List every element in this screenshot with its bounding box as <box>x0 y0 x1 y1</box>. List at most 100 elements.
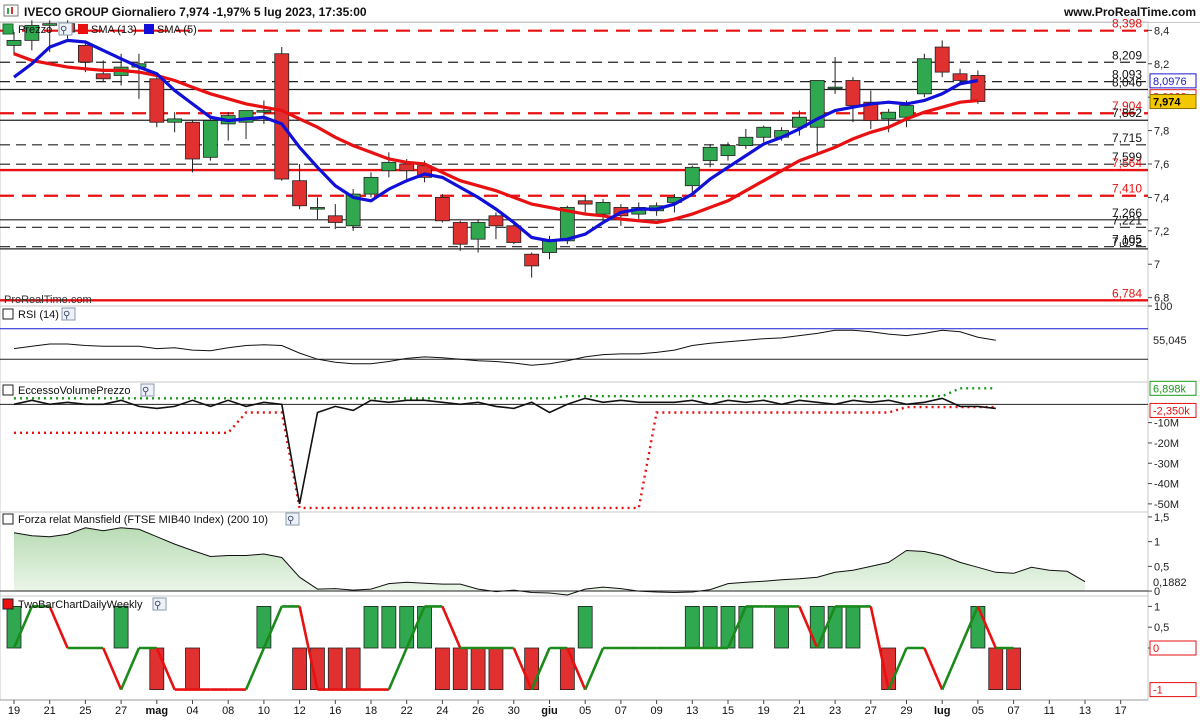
wrench-icon[interactable]: ⚲ <box>61 307 76 321</box>
twobar-line-seg <box>941 647 962 691</box>
candle <box>363 176 379 195</box>
price-tick-label: 8,4 <box>1154 25 1169 37</box>
header-website[interactable]: www.ProRealTime.com <box>1063 5 1196 19</box>
twobar-line-seg <box>512 647 533 691</box>
twobar-line-seg <box>816 605 837 649</box>
evp-tag-2: -2,350k <box>1153 405 1190 417</box>
candle <box>310 207 325 210</box>
x-tick-label: 07 <box>1007 705 1019 717</box>
evp-tag-0-box <box>1149 380 1197 396</box>
candle <box>185 121 200 160</box>
twobar-line-seg <box>155 647 176 691</box>
candle <box>845 80 861 106</box>
twobar-bar <box>113 606 129 649</box>
candle <box>934 46 950 73</box>
candle <box>345 193 361 227</box>
twobar-bar <box>1006 647 1021 690</box>
twobar-line-seg <box>12 605 34 649</box>
candle <box>470 222 486 240</box>
twobar-line-seg <box>976 605 997 649</box>
twobar-line-seg <box>584 647 605 691</box>
candle <box>274 53 290 180</box>
price-tag-0-box <box>1149 73 1197 89</box>
candle <box>702 146 718 162</box>
twobar-bar <box>702 606 718 649</box>
evp-lower-dotted <box>14 405 996 510</box>
svg-text:⚲: ⚲ <box>142 386 149 397</box>
price-tag-2-box <box>1149 94 1197 110</box>
svg-text:⚲: ⚲ <box>287 515 294 526</box>
candle <box>202 120 218 158</box>
twobar-legend: TwoBarChartDailyWeekly ⚲ <box>2 597 167 611</box>
wrench-icon[interactable]: ⚲ <box>140 383 155 397</box>
twobar-line-seg <box>726 605 748 649</box>
x-tick-label: 11 <box>1044 705 1055 717</box>
twobar-bar <box>827 606 843 649</box>
mansfield-tick-label: 1,5 <box>1154 512 1169 524</box>
wrench-icon[interactable]: ⚲ <box>285 512 300 526</box>
price-tick-label: 7,4 <box>1154 192 1169 204</box>
sma13-line <box>13 52 979 225</box>
twobar-bar <box>845 606 861 649</box>
twobar-tag-1-box <box>1149 682 1197 698</box>
x-tick-label: 04 <box>186 705 198 717</box>
level-label: 7,564 <box>1112 156 1142 170</box>
legend-rsi: RSI (14) <box>18 309 59 321</box>
sma13-legend-swatch <box>78 24 88 34</box>
level-label: 7,092 <box>1112 235 1142 249</box>
wrench-icon[interactable]: ⚲ <box>58 22 73 36</box>
price-tick-label: 7,2 <box>1154 226 1169 238</box>
candle <box>238 110 254 123</box>
twobar-bar <box>577 606 593 649</box>
evp-tick-label: -30M <box>1154 458 1179 470</box>
x-tick-label: 15 <box>722 705 734 717</box>
twobar-tick-label: 1 <box>1154 601 1160 613</box>
twobar-line-seg <box>530 647 551 691</box>
evp-line <box>13 397 996 505</box>
evp-tick-label: -10M <box>1154 418 1179 430</box>
twobar-line-seg <box>48 605 69 649</box>
level-label: 7,904 <box>1112 99 1142 113</box>
twobar-bar <box>345 647 361 690</box>
twobar-tick-label: 0,5 <box>1154 622 1169 634</box>
rsi-tick-label: 100 <box>1154 301 1172 313</box>
svg-text:⚲: ⚲ <box>60 25 67 36</box>
x-tick-label: 30 <box>508 705 520 717</box>
wrench-icon[interactable]: ⚲ <box>152 597 167 611</box>
twobar-line-seg <box>387 647 408 691</box>
svg-text:⚲: ⚲ <box>63 310 70 321</box>
candle <box>292 180 308 207</box>
twobar-bar <box>559 647 575 690</box>
logo-bar-green <box>7 8 9 14</box>
twobar-line-seg <box>244 647 266 691</box>
candle <box>559 207 575 242</box>
candle <box>916 58 932 95</box>
twobar-bar <box>809 606 825 649</box>
twobar-line-seg <box>958 605 980 649</box>
twobar-line-seg <box>798 605 819 649</box>
watermark: ProRealTime.com <box>4 294 92 306</box>
sma5-line <box>13 38 979 243</box>
candle <box>434 197 450 222</box>
mansfield-tick-label: 0 <box>1154 586 1160 598</box>
candle <box>42 23 58 26</box>
twobar-bar <box>185 647 200 690</box>
price-tick-label: 6,8 <box>1154 293 1169 305</box>
legend-prezzo: Prezzo <box>18 24 52 36</box>
twobar-line-seg <box>262 605 283 649</box>
rsi-legend: RSI (14) ⚲ <box>2 307 76 321</box>
candle <box>595 202 611 215</box>
candle <box>488 215 504 227</box>
candle <box>542 240 557 253</box>
twobar-line-seg <box>102 647 123 691</box>
twobar-line-seg <box>441 605 462 649</box>
twobar-line-seg <box>298 606 319 690</box>
x-tick-label: 12 <box>293 705 305 717</box>
candle <box>738 136 754 147</box>
candle <box>256 110 272 113</box>
x-tick-label: 16 <box>329 705 341 717</box>
x-tick-label: lug <box>934 705 951 717</box>
rsi-line <box>13 329 996 366</box>
twobar-bar <box>327 647 343 690</box>
x-tick-label: 13 <box>686 705 698 717</box>
